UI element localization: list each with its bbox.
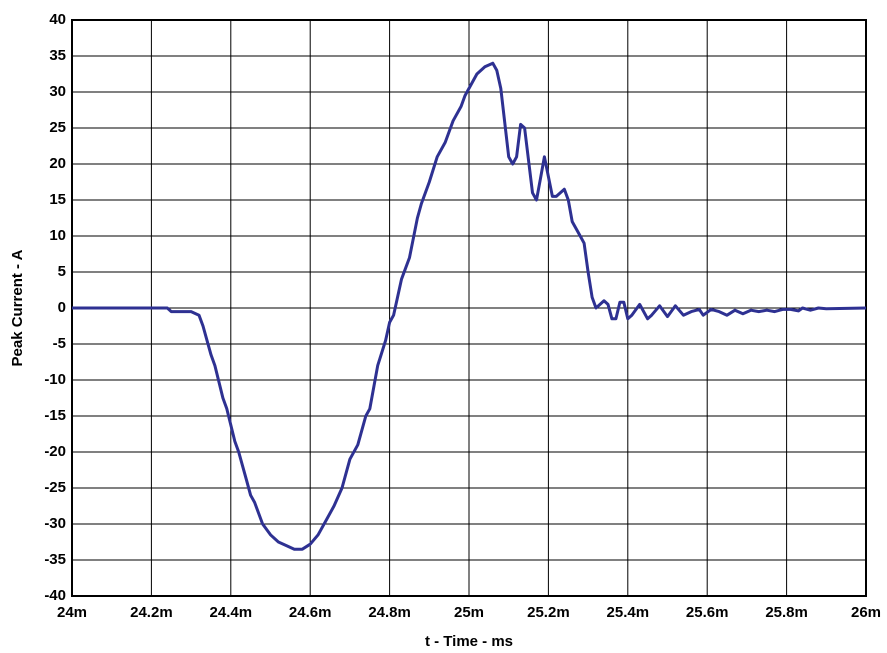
x-tick-label: 25.4m <box>607 604 650 621</box>
x-tick-label: 24.2m <box>130 604 173 621</box>
y-axis-title: Peak Current - A <box>9 249 26 366</box>
x-tick-label: 25.6m <box>686 604 729 621</box>
y-tick-label: -25 <box>44 479 66 496</box>
y-tick-label: -15 <box>44 407 66 424</box>
x-axis-title: t - Time - ms <box>425 633 513 650</box>
y-tick-label: 25 <box>49 119 66 136</box>
x-tick-label: 24m <box>57 604 87 621</box>
x-tick-label: 26m <box>851 604 881 621</box>
y-tick-label: 5 <box>58 263 66 280</box>
y-tick-label: 15 <box>49 191 66 208</box>
y-tick-label: 0 <box>58 299 66 316</box>
y-tick-label: -30 <box>44 515 66 532</box>
data-line <box>72 61 867 551</box>
y-tick-label: 40 <box>49 11 66 28</box>
y-tick-label: 10 <box>49 227 66 244</box>
x-tick-label: 25.8m <box>765 604 808 621</box>
y-tick-label: -40 <box>44 587 66 604</box>
x-tick-label: 24.4m <box>210 604 253 621</box>
x-tick-label: 24.8m <box>368 604 411 621</box>
y-tick-label: -5 <box>53 335 66 352</box>
y-tick-label: -20 <box>44 443 66 460</box>
x-tick-label: 25m <box>454 604 484 621</box>
x-tick-label: 25.2m <box>527 604 570 621</box>
x-tick-label: 24.6m <box>289 604 332 621</box>
y-tick-label: 30 <box>49 83 66 100</box>
y-tick-label: 35 <box>49 47 66 64</box>
y-tick-label: -10 <box>44 371 66 388</box>
y-tick-label: -35 <box>44 551 66 568</box>
y-tick-label: 20 <box>49 155 66 172</box>
